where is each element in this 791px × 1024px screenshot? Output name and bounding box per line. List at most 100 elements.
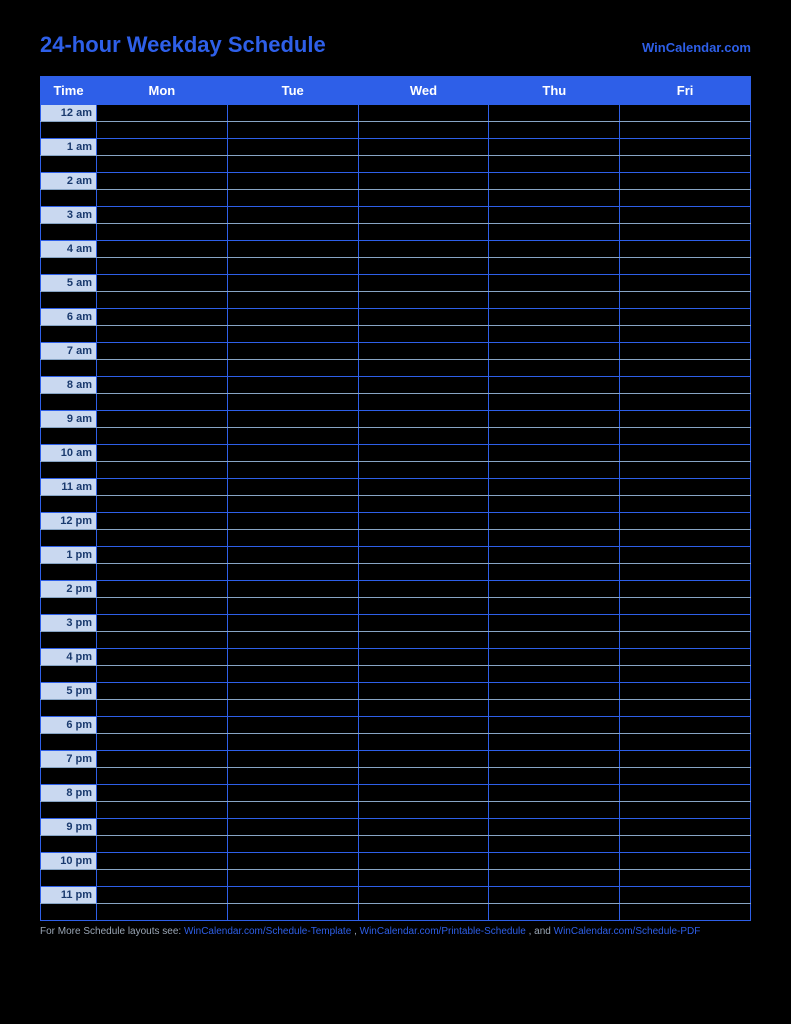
cell[interactable] xyxy=(620,343,751,360)
cell[interactable] xyxy=(489,513,620,530)
cell[interactable] xyxy=(358,479,489,496)
cell[interactable] xyxy=(620,258,751,275)
cell[interactable] xyxy=(227,190,358,207)
cell[interactable] xyxy=(227,462,358,479)
cell[interactable] xyxy=(620,394,751,411)
cell[interactable] xyxy=(620,292,751,309)
cell[interactable] xyxy=(489,411,620,428)
cell[interactable] xyxy=(620,547,751,564)
cell[interactable] xyxy=(358,292,489,309)
cell[interactable] xyxy=(358,734,489,751)
cell[interactable] xyxy=(620,105,751,122)
cell[interactable] xyxy=(620,598,751,615)
cell[interactable] xyxy=(97,632,228,649)
cell[interactable] xyxy=(227,292,358,309)
cell[interactable] xyxy=(97,173,228,190)
cell[interactable] xyxy=(227,564,358,581)
cell[interactable] xyxy=(620,462,751,479)
cell[interactable] xyxy=(620,445,751,462)
site-link[interactable]: WinCalendar.com xyxy=(642,40,751,55)
cell[interactable] xyxy=(620,224,751,241)
cell[interactable] xyxy=(97,445,228,462)
cell[interactable] xyxy=(358,632,489,649)
cell[interactable] xyxy=(489,479,620,496)
cell[interactable] xyxy=(489,462,620,479)
cell[interactable] xyxy=(358,802,489,819)
cell[interactable] xyxy=(489,530,620,547)
cell[interactable] xyxy=(97,139,228,156)
cell[interactable] xyxy=(227,751,358,768)
cell[interactable] xyxy=(227,428,358,445)
cell[interactable] xyxy=(97,496,228,513)
cell[interactable] xyxy=(620,734,751,751)
cell[interactable] xyxy=(358,683,489,700)
cell[interactable] xyxy=(489,139,620,156)
cell[interactable] xyxy=(358,819,489,836)
cell[interactable] xyxy=(489,870,620,887)
cell[interactable] xyxy=(358,190,489,207)
cell[interactable] xyxy=(489,360,620,377)
cell[interactable] xyxy=(227,411,358,428)
cell[interactable] xyxy=(489,734,620,751)
cell[interactable] xyxy=(620,666,751,683)
cell[interactable] xyxy=(97,802,228,819)
cell[interactable] xyxy=(620,139,751,156)
cell[interactable] xyxy=(358,428,489,445)
cell[interactable] xyxy=(489,394,620,411)
cell[interactable] xyxy=(489,258,620,275)
cell[interactable] xyxy=(489,666,620,683)
cell[interactable] xyxy=(620,887,751,904)
cell[interactable] xyxy=(227,853,358,870)
cell[interactable] xyxy=(227,819,358,836)
cell[interactable] xyxy=(620,479,751,496)
cell[interactable] xyxy=(489,564,620,581)
cell[interactable] xyxy=(97,190,228,207)
cell[interactable] xyxy=(620,122,751,139)
cell[interactable] xyxy=(358,649,489,666)
cell[interactable] xyxy=(620,428,751,445)
cell[interactable] xyxy=(358,785,489,802)
cell[interactable] xyxy=(358,377,489,394)
cell[interactable] xyxy=(620,581,751,598)
cell[interactable] xyxy=(358,394,489,411)
cell[interactable] xyxy=(97,734,228,751)
cell[interactable] xyxy=(97,530,228,547)
cell[interactable] xyxy=(227,836,358,853)
cell[interactable] xyxy=(489,377,620,394)
cell[interactable] xyxy=(489,326,620,343)
cell[interactable] xyxy=(97,292,228,309)
cell[interactable] xyxy=(227,445,358,462)
cell[interactable] xyxy=(97,513,228,530)
cell[interactable] xyxy=(358,700,489,717)
cell[interactable] xyxy=(97,428,228,445)
cell[interactable] xyxy=(620,768,751,785)
cell[interactable] xyxy=(227,207,358,224)
cell[interactable] xyxy=(489,105,620,122)
cell[interactable] xyxy=(358,751,489,768)
cell[interactable] xyxy=(227,156,358,173)
cell[interactable] xyxy=(97,836,228,853)
cell[interactable] xyxy=(489,309,620,326)
cell[interactable] xyxy=(97,717,228,734)
cell[interactable] xyxy=(489,819,620,836)
cell[interactable] xyxy=(358,275,489,292)
cell[interactable] xyxy=(620,683,751,700)
cell[interactable] xyxy=(620,802,751,819)
cell[interactable] xyxy=(489,751,620,768)
cell[interactable] xyxy=(97,479,228,496)
cell[interactable] xyxy=(227,734,358,751)
cell[interactable] xyxy=(227,224,358,241)
cell[interactable] xyxy=(358,360,489,377)
cell[interactable] xyxy=(489,547,620,564)
cell[interactable] xyxy=(620,513,751,530)
cell[interactable] xyxy=(227,275,358,292)
cell[interactable] xyxy=(227,700,358,717)
cell[interactable] xyxy=(358,496,489,513)
cell[interactable] xyxy=(358,513,489,530)
cell[interactable] xyxy=(227,496,358,513)
cell[interactable] xyxy=(97,122,228,139)
cell[interactable] xyxy=(227,377,358,394)
cell[interactable] xyxy=(358,462,489,479)
cell[interactable] xyxy=(227,904,358,921)
cell[interactable] xyxy=(97,870,228,887)
